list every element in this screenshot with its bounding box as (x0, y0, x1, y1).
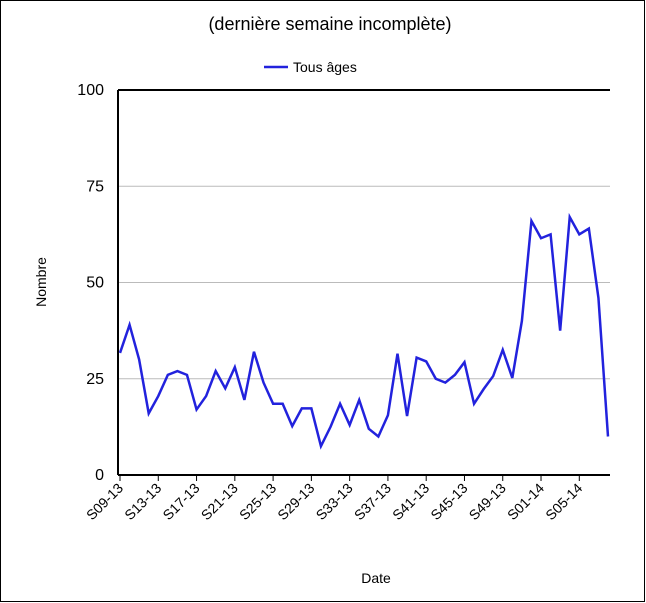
line (118, 212, 610, 450)
y-tick-label: 50 (86, 275, 104, 292)
y-tick-label: 25 (86, 371, 104, 388)
y-tick-label: 0 (95, 467, 104, 484)
x-axis-title: Date (361, 570, 391, 586)
y-tick-label: 100 (77, 82, 104, 99)
y-axis-title: Nombre (33, 257, 49, 307)
legend-label: Tous âges (293, 59, 357, 75)
chart-title: (dernière semaine incomplète) (208, 14, 451, 34)
y-tick-label: 75 (86, 178, 104, 195)
